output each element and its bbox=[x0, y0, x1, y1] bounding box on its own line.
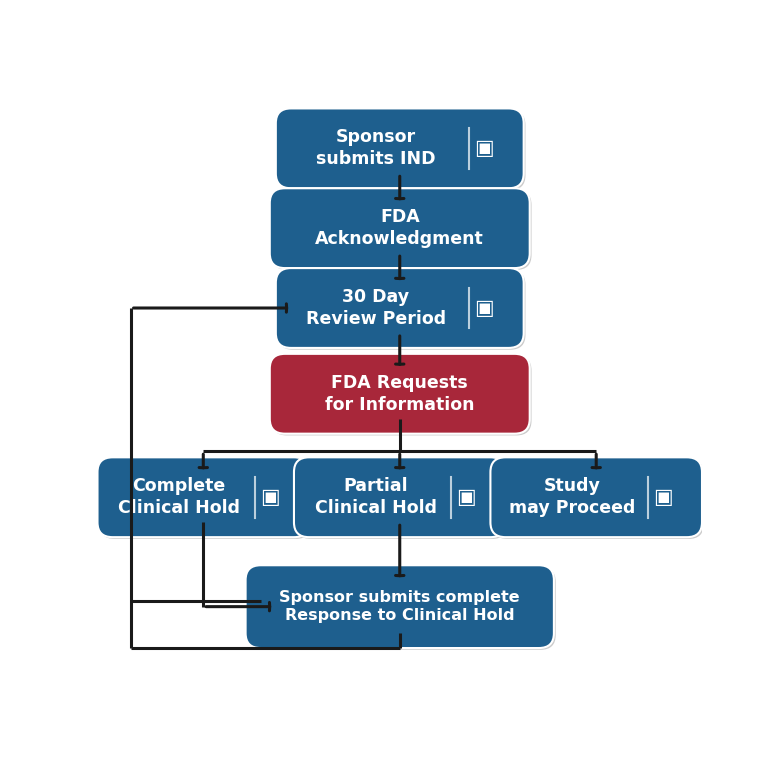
FancyBboxPatch shape bbox=[278, 270, 526, 349]
Text: FDA
Acknowledgment: FDA Acknowledgment bbox=[315, 208, 484, 248]
Text: ▣: ▣ bbox=[260, 487, 280, 507]
Text: 30 Day
Review Period: 30 Day Review Period bbox=[306, 288, 445, 328]
Text: Sponsor submits complete
Response to Clinical Hold: Sponsor submits complete Response to Cli… bbox=[279, 590, 520, 624]
FancyBboxPatch shape bbox=[491, 457, 702, 537]
FancyBboxPatch shape bbox=[99, 459, 311, 539]
FancyBboxPatch shape bbox=[271, 356, 531, 435]
Text: ▣: ▣ bbox=[456, 487, 476, 507]
FancyBboxPatch shape bbox=[296, 459, 507, 539]
Text: Study
may Proceed: Study may Proceed bbox=[509, 477, 635, 518]
Text: Complete
Clinical Hold: Complete Clinical Hold bbox=[118, 477, 240, 518]
Text: Sponsor
submits IND: Sponsor submits IND bbox=[316, 128, 435, 168]
Text: FDA Requests
for Information: FDA Requests for Information bbox=[325, 374, 474, 414]
Text: ▣: ▣ bbox=[474, 138, 495, 158]
Text: Partial
Clinical Hold: Partial Clinical Hold bbox=[314, 477, 437, 518]
FancyBboxPatch shape bbox=[492, 459, 704, 539]
FancyBboxPatch shape bbox=[278, 110, 526, 190]
FancyBboxPatch shape bbox=[98, 457, 309, 537]
FancyBboxPatch shape bbox=[247, 567, 555, 650]
FancyBboxPatch shape bbox=[246, 565, 554, 648]
Text: ▣: ▣ bbox=[474, 298, 495, 318]
FancyBboxPatch shape bbox=[276, 108, 523, 188]
FancyBboxPatch shape bbox=[270, 354, 530, 434]
FancyBboxPatch shape bbox=[270, 188, 530, 268]
FancyBboxPatch shape bbox=[276, 268, 523, 348]
Text: ▣: ▣ bbox=[653, 487, 672, 507]
FancyBboxPatch shape bbox=[294, 457, 505, 537]
FancyBboxPatch shape bbox=[271, 190, 531, 270]
